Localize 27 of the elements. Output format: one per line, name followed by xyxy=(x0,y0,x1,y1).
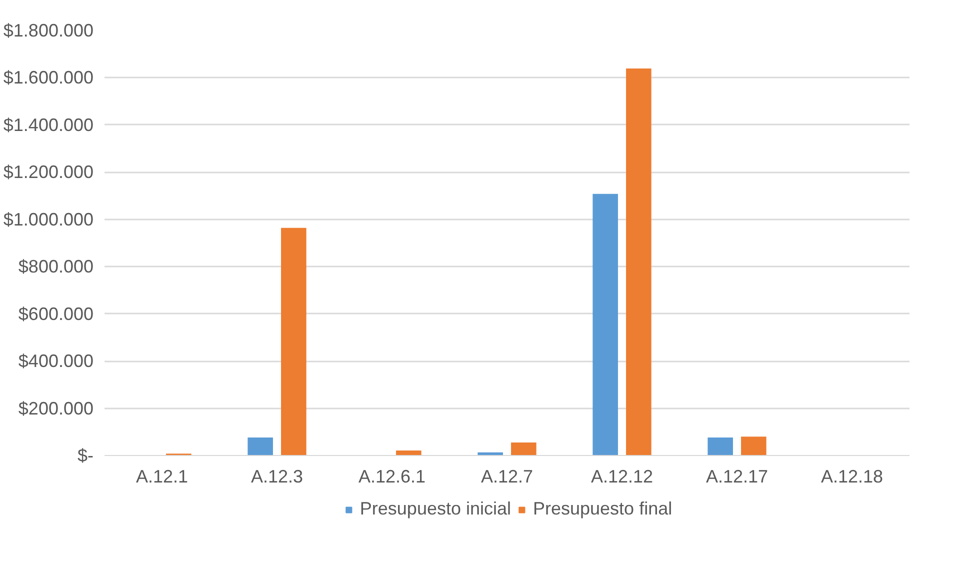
x-tick-label: A.12.17 xyxy=(706,466,768,486)
y-tick-label: $400.000 xyxy=(18,351,94,372)
y-tick-label: $1.400.000 xyxy=(3,114,94,135)
x-tick-label: A.12.7 xyxy=(480,466,534,486)
bar xyxy=(511,442,536,456)
x-tick-label: A.12.1 xyxy=(136,466,188,486)
legend-label: Presupuesto final xyxy=(533,498,672,520)
y-tick-label: $1.200.000 xyxy=(3,162,94,182)
y-tick-label: $1.000.000 xyxy=(3,209,94,230)
y-tick-label: $- xyxy=(77,446,94,466)
x-tick-label: A.12.18 xyxy=(820,466,884,486)
bar xyxy=(396,450,422,456)
bar xyxy=(741,436,766,456)
y-tick-label: $200.000 xyxy=(18,398,94,418)
bar xyxy=(281,228,306,456)
bar xyxy=(626,68,652,456)
x-tick-label: A.12.12 xyxy=(590,466,654,486)
x-tick-label: A.12.6.1 xyxy=(358,466,426,486)
x-tick-label: A.12.3 xyxy=(250,466,304,486)
y-tick-label: $1.600.000 xyxy=(3,68,94,88)
y-tick-label: $600.000 xyxy=(18,304,94,324)
y-tick-label: $800.000 xyxy=(18,256,94,277)
bar xyxy=(248,438,273,456)
legend-label: Presupuesto inicial xyxy=(360,498,511,520)
bar xyxy=(708,438,733,456)
y-tick-label: $1.800.000 xyxy=(3,20,94,40)
bar xyxy=(592,194,618,456)
